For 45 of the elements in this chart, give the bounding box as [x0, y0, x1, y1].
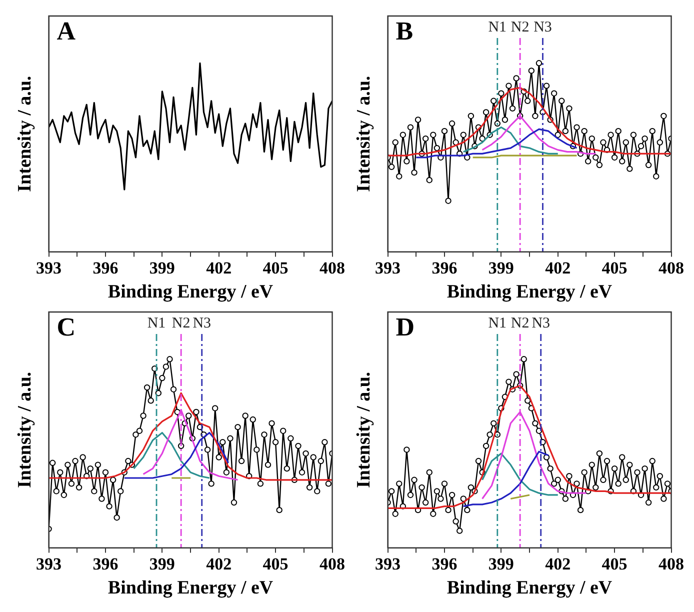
ref-line-label: N1: [488, 19, 507, 36]
text: D: [396, 312, 415, 342]
x-tick-label: 393: [36, 258, 62, 278]
x-tick-label: 408: [320, 258, 345, 278]
ref-line-label: N3: [532, 315, 550, 332]
y-axis-title: Intensity / a.u.: [353, 76, 374, 192]
ref-line-label: N1: [488, 315, 507, 332]
x-axis-title: Binding Energy / eV: [446, 578, 612, 599]
x-tick-label: 399: [149, 554, 175, 574]
x-tick-label: 396: [432, 258, 458, 278]
x-axis-title: Binding Energy / eV: [108, 282, 274, 303]
ref-line-label: N1: [147, 315, 166, 332]
x-tick-label: 408: [658, 258, 684, 278]
x-tick-label: 393: [375, 258, 401, 278]
x-tick-label: 393: [36, 554, 62, 574]
x-tick-label: 408: [320, 554, 345, 574]
x-tick-label: 408: [658, 554, 684, 574]
y-axis-title: Intensity / a.u.: [353, 372, 374, 488]
ref-line-label: N2: [510, 19, 530, 36]
x-tick-label: 399: [149, 258, 175, 278]
x-tick-label: 402: [545, 258, 571, 278]
x-tick-label: 399: [488, 258, 514, 278]
x-tick-label: 405: [262, 258, 288, 278]
x-tick-label: 402: [206, 554, 232, 574]
x-tick-label: 402: [206, 258, 232, 278]
y-axis-title: Intensity / a.u.: [14, 372, 36, 488]
x-tick-label: 405: [602, 258, 628, 278]
x-tick-label: 399: [488, 554, 514, 574]
x-tick-label: 396: [92, 554, 118, 574]
x-tick-label: 402: [545, 554, 571, 574]
ref-line-label: N3: [192, 315, 212, 332]
y-axis-title: Intensity / a.u.: [14, 76, 36, 192]
x-tick-label: 396: [432, 554, 458, 574]
x-tick-label: 405: [602, 554, 628, 574]
text: C: [56, 312, 76, 342]
x-tick-label: 405: [262, 554, 288, 574]
x-axis-title: Binding Energy / eV: [108, 578, 274, 599]
ref-line-label: N2: [510, 315, 530, 332]
text: B: [396, 16, 414, 46]
text: A: [56, 16, 76, 46]
ref-line-label: N2: [172, 315, 190, 332]
x-tick-label: 396: [92, 258, 118, 278]
x-tick-label: 393: [375, 554, 401, 574]
ref-line-label: N3: [534, 19, 552, 36]
x-axis-title: Binding Energy / eV: [446, 282, 612, 303]
